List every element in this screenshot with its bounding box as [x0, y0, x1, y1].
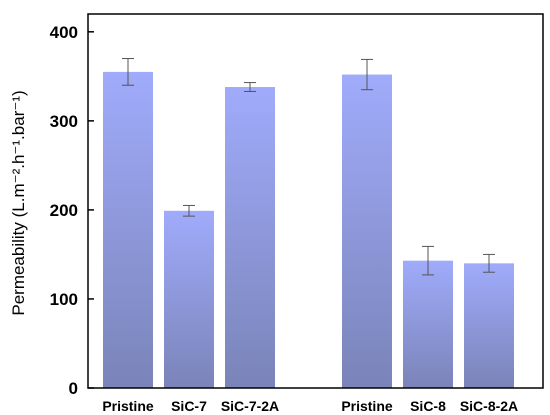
bar-sic-8-g2	[403, 260, 453, 388]
y-axis-ticks: 0 100 200 300 400	[50, 23, 94, 398]
bar-sic-7-2a-g1	[225, 87, 275, 389]
error-bar	[422, 245, 434, 276]
x-tick-label: SiC-7-2A	[221, 398, 279, 414]
bar-pristine-g2	[342, 74, 392, 389]
error-bar	[122, 58, 134, 86]
y-tick-label: 0	[69, 379, 78, 398]
x-tick-label: SiC-8	[410, 398, 446, 414]
x-axis-labels: Pristine SiC-7 SiC-7-2A Pristine SiC-8 SiC-8-…	[102, 398, 518, 414]
error-bar	[183, 204, 195, 217]
error-bar	[361, 58, 373, 91]
bars-layer	[103, 71, 514, 389]
y-tick-label: 400	[50, 23, 78, 42]
error-bars-layer	[122, 58, 495, 276]
error-bar	[483, 253, 495, 273]
y-axis-title: Permeability (L.m⁻².h⁻¹.bar⁻¹)	[9, 90, 28, 315]
x-tick-label: Pristine	[102, 398, 154, 414]
y-tick-label: 300	[50, 112, 78, 131]
error-bar	[244, 82, 256, 92]
bar-sic-7-g1	[164, 210, 214, 388]
y-tick-label: 200	[50, 201, 78, 220]
x-tick-label: Pristine	[341, 398, 393, 414]
y-tick-label: 100	[50, 290, 78, 309]
x-tick-label: SiC-7	[171, 398, 207, 414]
plot-frame	[87, 13, 544, 389]
x-tick-label: SiC-8-2A	[460, 398, 518, 414]
bar-pristine-g1	[103, 71, 153, 388]
bar-sic-8-2a-g2	[464, 263, 514, 388]
